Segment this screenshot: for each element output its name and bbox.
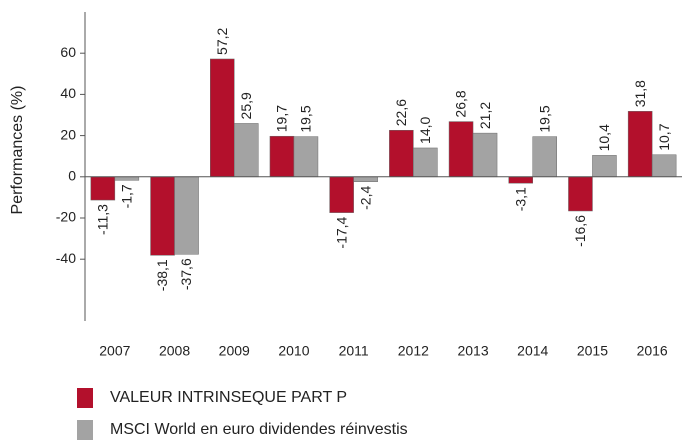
- bar: [210, 58, 235, 178]
- value-label: 19,5: [298, 105, 314, 132]
- value-label: 19,5: [536, 105, 552, 132]
- legend-swatch: [77, 388, 93, 408]
- x-tick-label: 2007: [99, 343, 130, 359]
- bar: [508, 176, 533, 184]
- y-tick-label: 20: [60, 126, 76, 142]
- y-tick-label: -40: [56, 250, 76, 266]
- bar: [448, 121, 474, 178]
- value-label: -17,4: [333, 216, 349, 248]
- bar: [532, 136, 557, 178]
- legend-swatch: [77, 420, 93, 440]
- x-tick-label: 2013: [457, 343, 488, 359]
- bar: [568, 176, 593, 212]
- x-tick-label: 2010: [278, 343, 309, 359]
- value-label: 25,9: [238, 92, 254, 119]
- value-label: 26,8: [453, 90, 469, 117]
- value-label: 10,7: [656, 123, 672, 150]
- bar: [627, 111, 653, 178]
- legend-label: VALEUR INTRINSEQUE PART P: [110, 389, 347, 406]
- bar: [651, 154, 677, 178]
- value-label: 31,8: [632, 80, 648, 107]
- value-label: -38,1: [154, 259, 170, 291]
- x-tick-label: 2009: [219, 343, 250, 359]
- y-tick-label: -20: [56, 209, 76, 225]
- value-label: -2,4: [357, 186, 373, 210]
- bar: [353, 176, 378, 182]
- value-label: 21,2: [477, 102, 493, 129]
- x-tick-label: 2008: [159, 343, 190, 359]
- bar: [413, 147, 438, 178]
- y-tick-label: 40: [60, 85, 76, 101]
- y-axis-title: Performances (%): [9, 86, 26, 215]
- value-label: -1,7: [119, 184, 135, 208]
- value-label: -37,6: [178, 258, 194, 290]
- bar: [174, 176, 199, 255]
- legend-label: MSCI World en euro dividendes réinvestis: [110, 421, 408, 438]
- value-label: 14,0: [417, 116, 433, 143]
- bar: [592, 155, 617, 178]
- x-tick-label: 2014: [517, 343, 548, 359]
- value-label: 19,7: [274, 105, 290, 132]
- bar: [150, 176, 175, 256]
- value-label: -16,6: [572, 215, 588, 247]
- value-label: 22,6: [393, 99, 409, 126]
- bar: [234, 123, 259, 178]
- bar: [293, 136, 319, 178]
- bar: [329, 176, 354, 213]
- value-label: 10,4: [596, 124, 612, 151]
- x-tick-label: 2016: [637, 343, 668, 359]
- y-tick-label: 0: [68, 168, 76, 184]
- bar: [90, 176, 116, 201]
- y-tick-label: 60: [60, 44, 76, 60]
- value-label: 57,2: [214, 28, 230, 55]
- x-tick-label: 2012: [398, 343, 429, 359]
- value-label: -3,1: [512, 187, 528, 211]
- x-tick-label: 2015: [577, 343, 608, 359]
- bar: [472, 132, 498, 178]
- bar: [114, 176, 140, 181]
- x-tick-label: 2011: [339, 343, 369, 359]
- bar: [389, 129, 414, 178]
- bar: [269, 135, 295, 178]
- value-label: -11,3: [95, 204, 111, 235]
